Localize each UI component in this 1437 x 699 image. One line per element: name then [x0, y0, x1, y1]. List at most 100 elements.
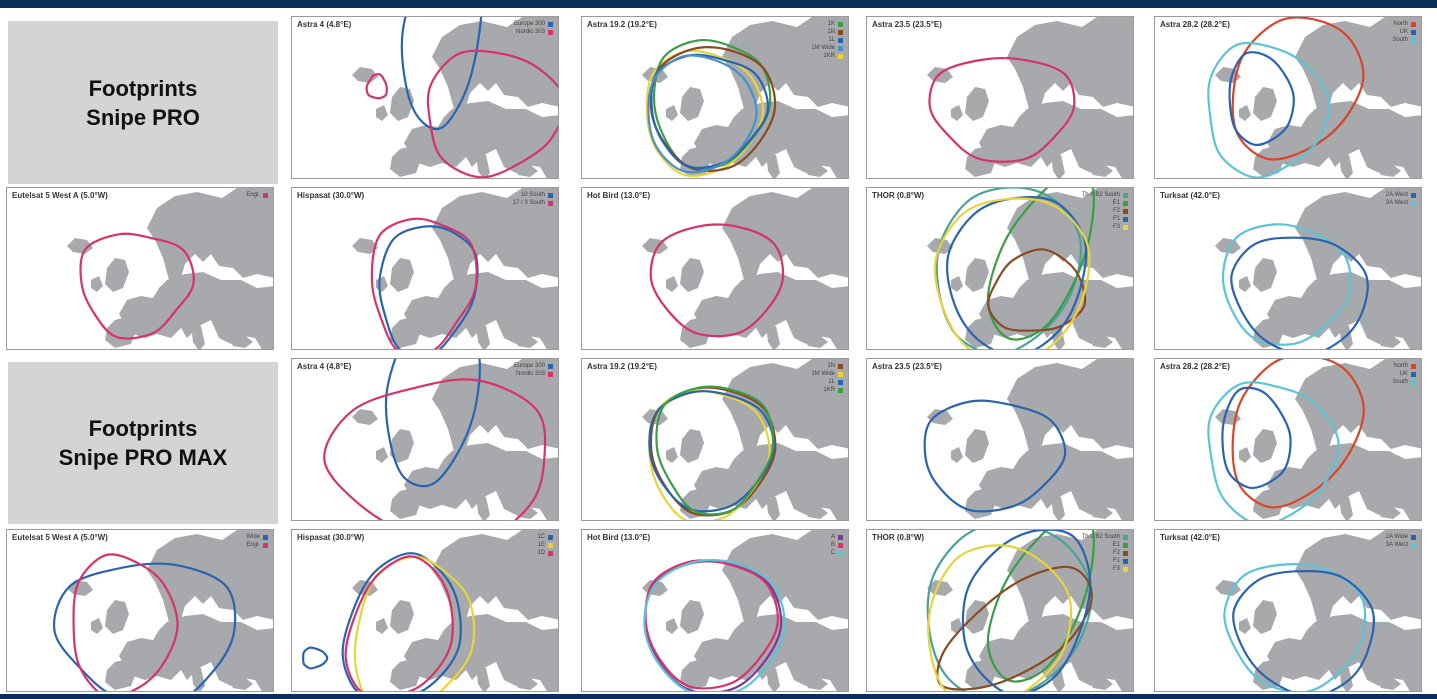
landmass	[951, 447, 963, 463]
footprint-map: Turksat (42.0°E) 2A West 3A West	[1154, 187, 1422, 350]
section-label-pro: Footprints Snipe PRO	[8, 21, 278, 184]
legend-entry: F1	[1113, 215, 1128, 223]
legend-entry: F3	[1113, 223, 1128, 231]
footprint-contour	[945, 196, 1088, 349]
legend-swatch	[548, 29, 553, 35]
legend-entry: B	[831, 541, 843, 549]
map-graphic	[302, 530, 558, 691]
legend-entry: Nordic 303	[516, 370, 553, 378]
legend-label: F3	[1112, 224, 1120, 230]
legend-entry: E1	[1113, 199, 1128, 207]
legend-label: F2	[1112, 550, 1120, 556]
landmass	[352, 409, 378, 425]
landmass	[91, 276, 103, 292]
legend-entry: 1E	[538, 541, 553, 549]
legend-entry: North	[1393, 20, 1416, 28]
landmass	[390, 600, 414, 634]
legend-entry: Engl.	[246, 541, 268, 549]
landmass	[965, 316, 997, 348]
footprint-contour	[927, 544, 1073, 691]
map-legend: Wide Engl.	[246, 533, 268, 549]
legend-label: 1N	[827, 29, 835, 35]
footprint-contour	[986, 530, 1095, 683]
landmass	[91, 618, 103, 634]
legend-label: F1	[1112, 558, 1120, 564]
legend-entry: 1KR	[823, 386, 843, 394]
landmass	[1267, 272, 1421, 349]
landmass	[1295, 359, 1421, 455]
landmass	[804, 163, 828, 177]
landmass	[376, 618, 388, 634]
legend-label: 3A West	[1385, 200, 1408, 206]
legend-entry: 1L	[828, 36, 843, 44]
legend-label: Th 0 B2 South	[1081, 534, 1120, 540]
landmass	[1339, 153, 1353, 178]
landmass	[927, 409, 953, 425]
legend-label: F3	[1112, 566, 1120, 572]
legend-label: 1N	[827, 363, 835, 369]
landmass	[432, 17, 558, 113]
landmass	[213, 632, 225, 644]
footprint-contour	[365, 73, 388, 100]
map-legend: Th 0 B2 South E1 F2 F1 F3	[1082, 191, 1128, 231]
legend-label: 1KR	[823, 387, 835, 393]
landmass	[147, 188, 273, 284]
map-legend: 2A West 3A West	[1386, 191, 1416, 207]
legend-label: F1	[1112, 216, 1120, 222]
legend-entry: Th 0 B2 South	[1082, 533, 1128, 541]
landmass	[1089, 163, 1113, 177]
landmass	[476, 324, 490, 349]
landmass	[476, 666, 490, 691]
landmass	[680, 658, 712, 690]
landmass	[498, 632, 510, 644]
landmass	[680, 258, 704, 292]
map-graphic	[926, 530, 1133, 691]
map-title: Turksat (42.0°E)	[1160, 191, 1220, 200]
footprint-map: Hispasat (30.0°W) 10 South 17 / 3 South	[291, 187, 559, 350]
map-title: Hot Bird (13.0°E)	[587, 533, 651, 542]
legend-swatch	[1123, 566, 1128, 572]
map-title: Astra 4 (4.8°E)	[297, 20, 352, 29]
landmass	[352, 238, 378, 254]
legend-entry: F3	[1113, 565, 1128, 573]
landmass	[404, 614, 558, 691]
footprint-contour	[1231, 17, 1365, 161]
landmass	[1007, 530, 1133, 626]
legend-swatch	[548, 371, 553, 377]
legend-entry: 2A West	[1386, 191, 1416, 199]
map-title: THOR (0.8°W)	[872, 191, 925, 200]
map-title: Hispasat (30.0°W)	[297, 191, 365, 200]
map-legend: 1K 1N 1L 1M Wide 1KR	[811, 20, 843, 60]
landmass	[965, 87, 989, 121]
legend-entry: 17 / 3 South	[513, 199, 553, 207]
legend-label: 17 / 3 South	[512, 200, 545, 206]
footprint-contour	[302, 646, 329, 670]
footprint-contour	[1207, 41, 1331, 178]
landmass	[722, 188, 848, 284]
landmass	[666, 276, 678, 292]
landmass	[432, 188, 558, 284]
landmass	[1215, 238, 1241, 254]
map-legend: North UK South	[1392, 362, 1416, 386]
map-legend: 10 South 17 / 3 South	[513, 191, 553, 207]
legend-swatch	[838, 363, 843, 369]
footprint-contour	[1207, 381, 1340, 520]
map-graphic	[323, 359, 558, 520]
landmass	[1073, 461, 1085, 473]
legend-label: 2A Wide	[1385, 534, 1408, 540]
legend-swatch	[263, 192, 268, 198]
legend-label: A	[830, 534, 835, 540]
legend-swatch	[838, 550, 843, 556]
legend-entry: 2A Wide	[1386, 533, 1416, 541]
landmass	[1007, 359, 1133, 455]
footprint-map: Hot Bird (13.0°E)	[581, 187, 849, 350]
landmass	[766, 495, 780, 520]
landmass	[476, 495, 490, 520]
legend-entry: Th 0 B2 South	[1082, 191, 1128, 199]
map-title: Astra 28.2 (28.2°E)	[1160, 20, 1230, 29]
legend-label: Nordic 303	[515, 29, 545, 35]
landmass	[1267, 443, 1421, 520]
legend-swatch	[1411, 21, 1416, 27]
legend-entry: 1N	[827, 28, 843, 36]
landmass	[1377, 334, 1401, 348]
